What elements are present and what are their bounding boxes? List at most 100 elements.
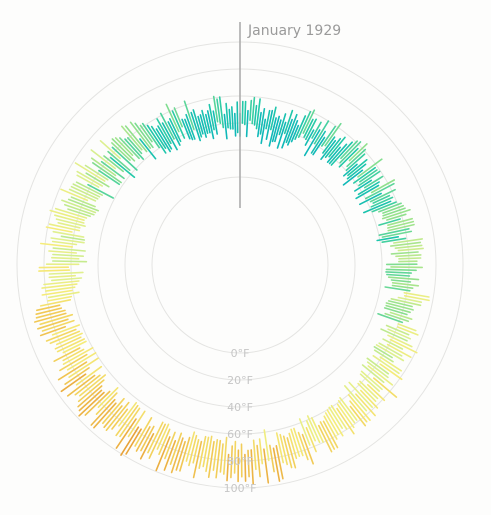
day-bar	[50, 256, 80, 260]
day-bar	[382, 207, 406, 217]
day-bar	[39, 298, 72, 307]
day-bar	[249, 99, 253, 121]
day-bar	[383, 307, 408, 316]
day-bar	[92, 162, 122, 184]
day-bar	[376, 236, 400, 242]
day-bar	[244, 100, 247, 126]
day-bar	[385, 271, 413, 274]
day-bar	[278, 113, 287, 136]
day-bar	[403, 294, 430, 302]
day-bar	[212, 110, 218, 135]
day-bar	[155, 436, 171, 472]
ring-label-60: 60°F	[227, 428, 253, 441]
day-bar	[323, 415, 338, 440]
day-bar	[347, 159, 368, 177]
day-bar	[297, 110, 312, 138]
day-bar	[169, 118, 182, 143]
day-bar	[387, 334, 413, 348]
day-bar	[173, 107, 183, 128]
day-bar	[373, 345, 393, 359]
day-bar	[93, 402, 117, 429]
day-bar	[41, 289, 73, 296]
day-bar	[259, 108, 266, 135]
day-bar	[338, 147, 359, 168]
day-bar	[274, 119, 282, 143]
day-bar	[275, 432, 285, 464]
day-bar	[141, 122, 160, 149]
day-bar	[98, 169, 121, 186]
day-bar	[320, 125, 337, 147]
day-bar	[390, 297, 422, 307]
day-bar	[39, 313, 74, 326]
day-bar	[342, 169, 364, 186]
day-bar	[102, 397, 125, 425]
day-bar	[403, 291, 430, 298]
day-bar	[247, 449, 250, 478]
day-bar	[147, 421, 164, 454]
day-bar	[205, 435, 213, 473]
day-bar	[340, 140, 359, 160]
day-bar	[389, 241, 422, 247]
day-bar	[169, 432, 183, 466]
day-bar	[339, 396, 358, 421]
day-bar	[398, 257, 422, 260]
day-bar	[395, 254, 422, 258]
day-bar	[360, 370, 383, 391]
day-bar	[389, 311, 413, 321]
day-bar	[55, 332, 83, 346]
day-bar	[345, 153, 366, 171]
day-bar	[330, 141, 354, 166]
day-bar	[155, 128, 171, 153]
day-bar	[76, 174, 100, 188]
day-bar	[70, 185, 99, 200]
day-bar	[260, 118, 267, 145]
day-bar	[175, 440, 186, 471]
day-bar	[355, 184, 380, 200]
day-bar	[390, 279, 412, 283]
day-bar	[366, 361, 389, 379]
day-bar	[362, 200, 392, 214]
day-bar	[324, 122, 342, 147]
day-bar	[322, 420, 339, 449]
day-bar	[359, 380, 379, 400]
day-bar	[385, 324, 410, 336]
day-bar	[188, 434, 198, 467]
day-bar	[369, 188, 396, 203]
day-bar	[256, 444, 261, 478]
ring-label-0: 0°F	[231, 347, 250, 360]
day-bar	[127, 410, 146, 438]
day-bar	[105, 401, 130, 432]
day-bar	[352, 166, 377, 184]
day-bar	[115, 418, 137, 449]
day-bar	[382, 204, 405, 214]
day-bar	[111, 138, 136, 162]
day-bar	[304, 129, 315, 146]
day-bar	[185, 113, 196, 140]
day-bar	[36, 318, 69, 330]
day-bar	[361, 364, 385, 384]
day-bar	[150, 125, 167, 149]
day-bar	[265, 109, 271, 130]
day-bar	[372, 377, 398, 398]
day-bar	[43, 280, 80, 286]
day-bar	[134, 122, 154, 149]
day-bar	[223, 436, 228, 475]
day-bar	[60, 188, 89, 202]
day-bar	[208, 103, 215, 131]
day-bar	[190, 111, 201, 142]
day-bar	[396, 326, 419, 336]
day-bar	[306, 415, 321, 444]
day-bar	[297, 431, 309, 461]
day-bar	[121, 125, 143, 151]
day-bar	[119, 407, 141, 438]
day-bar	[75, 181, 103, 196]
day-bar	[387, 220, 415, 229]
day-bar	[367, 365, 394, 386]
day-bar	[279, 433, 289, 466]
day-bar	[183, 100, 195, 130]
day-bar	[304, 118, 318, 141]
day-bar	[358, 170, 381, 187]
day-bar	[192, 438, 200, 464]
day-bar	[164, 431, 176, 460]
